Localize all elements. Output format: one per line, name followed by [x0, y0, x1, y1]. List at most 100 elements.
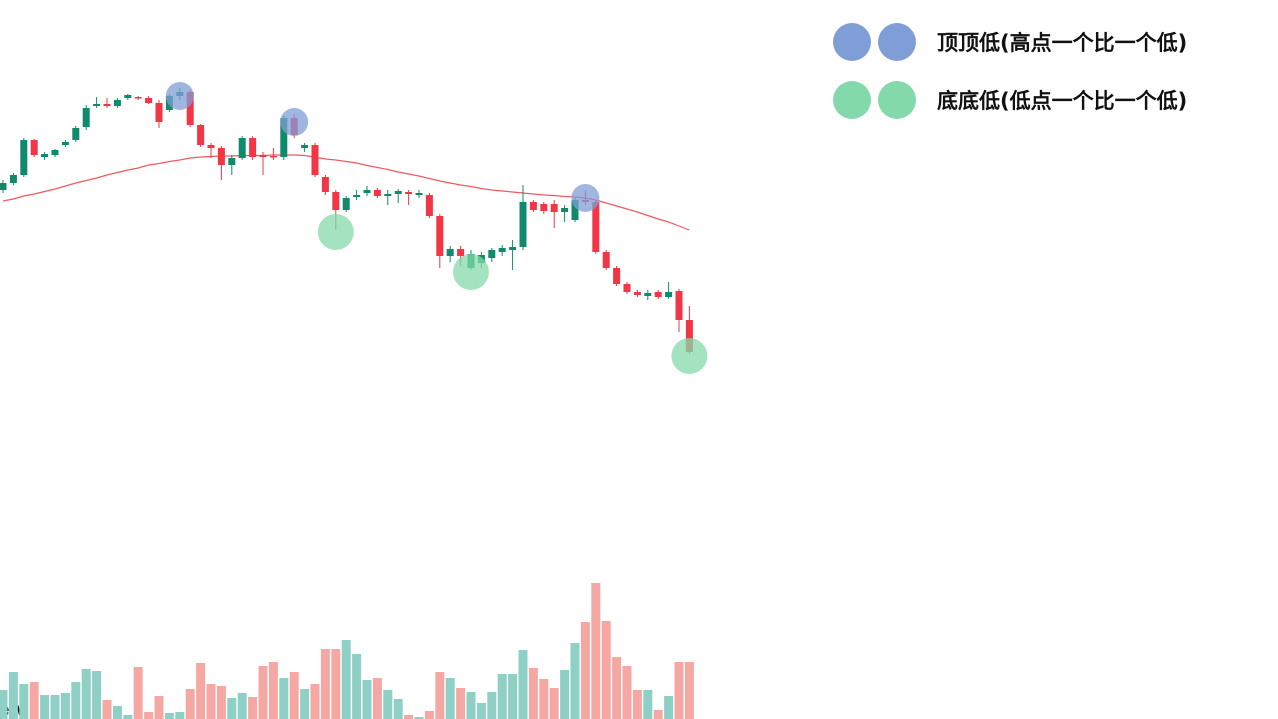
volume-bar: [175, 712, 185, 719]
volume-bar: [632, 690, 642, 719]
volume-bar: [289, 672, 299, 719]
volume-bar: [601, 621, 611, 719]
candle-body: [311, 145, 319, 175]
volume-bar: [466, 692, 476, 719]
volume-bar: [518, 650, 528, 719]
candle-body: [93, 104, 101, 106]
legend-swatch: [878, 81, 916, 119]
volume-bar: [258, 666, 268, 719]
candle-body: [457, 249, 465, 256]
volume-bar: [404, 715, 414, 719]
marker-circle: [571, 184, 600, 212]
legend-swatch: [833, 23, 871, 61]
candle-body: [436, 216, 444, 256]
volume-bar: [352, 654, 362, 719]
volume-bar: [653, 710, 663, 719]
volume-bar: [487, 692, 497, 719]
volume-bar: [92, 671, 102, 719]
candle-body: [20, 140, 28, 175]
volume-bar: [445, 678, 455, 719]
candle-body: [561, 208, 569, 212]
volume-bar: [331, 649, 341, 719]
candle-body: [207, 145, 215, 148]
candle-body: [665, 292, 673, 297]
marker-circle: [165, 82, 194, 110]
volume-bar: [674, 662, 684, 719]
volume-bar: [133, 667, 143, 719]
candle-body: [654, 292, 662, 297]
volume-bar: [435, 672, 445, 719]
candle-body: [30, 140, 38, 155]
volume-bar: [320, 649, 330, 719]
volume-bar: [622, 666, 632, 719]
volume-bar: [154, 696, 164, 719]
candle-body: [592, 202, 600, 252]
volume-bar: [50, 695, 60, 719]
candle-body: [488, 250, 496, 258]
volume-bar: [570, 643, 580, 719]
candle-body: [613, 268, 621, 284]
volume-bar: [414, 717, 424, 719]
volume-bar: [362, 680, 372, 719]
volume-bar: [81, 669, 91, 719]
candle-body: [9, 175, 17, 183]
candle-body: [145, 98, 153, 103]
volume-bar: [164, 713, 174, 719]
volume-bar: [664, 696, 674, 719]
volume-bar: [372, 678, 382, 719]
candle-body: [301, 145, 309, 148]
volume-bar: [612, 657, 622, 719]
candle-body: [602, 252, 610, 268]
volume-bar: [393, 699, 403, 719]
candle-body: [394, 191, 402, 194]
candle-body: [342, 198, 350, 210]
candle-body: [280, 118, 288, 157]
candle-body: [373, 190, 381, 196]
volume-bar: [8, 672, 18, 719]
volume-bar: [237, 693, 247, 719]
volume-bar: [40, 695, 50, 719]
volume-bar: [112, 706, 122, 719]
candle-body: [405, 192, 413, 194]
candle-body: [113, 100, 121, 106]
volume-bar: [300, 689, 310, 719]
candle-body: [217, 148, 225, 165]
volume-bar: [19, 684, 29, 719]
volume-bar: [71, 682, 81, 719]
volume-bar: [248, 697, 258, 719]
candle-body: [321, 177, 329, 192]
candle-body: [425, 195, 433, 216]
volume-bar: [383, 690, 393, 719]
volume-bar: [549, 688, 559, 719]
volume-bar: [227, 698, 237, 719]
candle-body: [509, 247, 517, 250]
candle-body: [41, 154, 49, 157]
candle-body: [82, 108, 90, 127]
volume-bar: [539, 679, 549, 719]
volume-bar: [206, 684, 216, 719]
candle-body: [155, 103, 163, 122]
volume-bar: [0, 690, 8, 719]
candle-body: [644, 293, 652, 296]
volume-bar: [528, 668, 538, 719]
candle-body: [238, 138, 246, 158]
candle-body: [249, 138, 257, 157]
legend-label: 顶顶低(高点一个比一个低): [937, 31, 1187, 55]
candle-body: [228, 158, 236, 165]
candle-body: [571, 200, 579, 220]
candle-body: [134, 97, 142, 99]
volume-bar: [60, 693, 70, 719]
volume-bar: [310, 684, 320, 719]
candle-body: [197, 125, 205, 145]
volume-bar: [580, 622, 590, 719]
legend-swatch: [833, 81, 871, 119]
volume-bar: [341, 640, 351, 719]
candle-body: [186, 92, 194, 125]
candle-body: [51, 150, 59, 155]
candle-body: [529, 202, 537, 210]
candle-body: [269, 156, 277, 158]
marker-circle: [453, 254, 489, 290]
candle-body: [332, 192, 340, 210]
volume-bar: [476, 703, 486, 719]
